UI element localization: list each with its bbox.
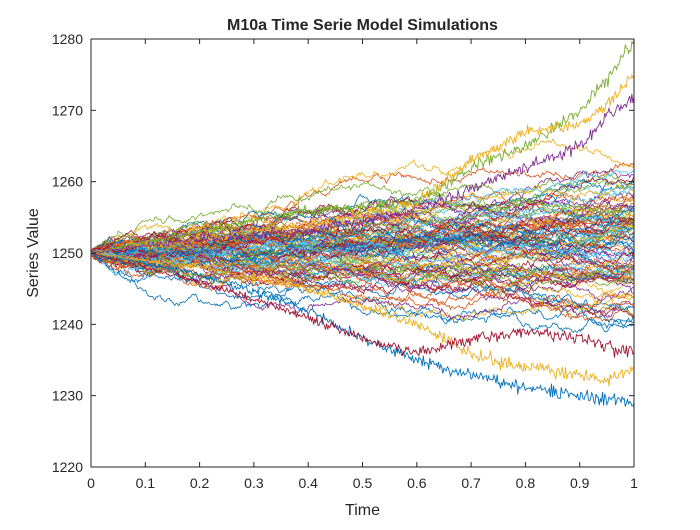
series-line-11 (91, 249, 634, 294)
y-tick-label: 1270 (52, 102, 83, 118)
series-line-29 (91, 249, 634, 330)
series-line-36 (91, 178, 634, 258)
x-tick-label: 0.5 (353, 475, 373, 491)
y-tick-label: 1260 (52, 174, 83, 190)
x-tick-label: 0.7 (461, 475, 481, 491)
series-line-33 (91, 171, 634, 255)
highlighted-series-line-1 (91, 39, 634, 254)
highlighted-series-line-5 (91, 252, 634, 387)
series-line-82 (91, 250, 634, 286)
y-tick-label: 1240 (52, 316, 83, 332)
y-tick-label: 1230 (52, 388, 83, 404)
y-tick-label: 1250 (52, 245, 83, 261)
x-tick-label: 0 (87, 475, 95, 491)
series-line-94 (91, 248, 634, 284)
series-line-90 (91, 227, 634, 281)
series-layer (91, 39, 634, 407)
x-tick-label: 0.2 (190, 475, 210, 491)
y-tick-label: 1280 (52, 31, 83, 47)
x-tick-label: 0.8 (516, 475, 536, 491)
series-line-88 (91, 248, 634, 320)
highlighted-series-line-3 (91, 94, 634, 254)
x-tick-label: 1 (630, 475, 638, 491)
x-tick-label: 0.9 (570, 475, 590, 491)
x-tick-label: 0.1 (136, 475, 156, 491)
x-tick-label: 0.4 (298, 475, 318, 491)
x-tick-label: 0.3 (244, 475, 264, 491)
series-line-68 (91, 179, 634, 255)
series-line-24 (91, 138, 634, 260)
series-line-37 (91, 252, 634, 292)
series-line-92 (91, 222, 634, 271)
series-line-96 (91, 199, 634, 280)
x-axis-label: Time (345, 502, 380, 519)
x-tick-label: 0.6 (407, 475, 427, 491)
series-line-100 (91, 252, 634, 322)
y-axis-label: Series Value (25, 208, 42, 298)
series-line-86 (91, 245, 634, 291)
series-line-71 (91, 227, 634, 265)
chart-title: M10a Time Serie Model Simulations (227, 17, 498, 34)
highlighted-series-line-6 (91, 252, 634, 358)
series-line-95 (91, 244, 634, 301)
series-line-97 (91, 207, 634, 263)
series-line-99 (91, 207, 634, 263)
axes-layer: 0 0.1 0.2 0.3 0.4 0.5 0.6 0.7 0.8 0.9 1 1220 1230 124… (52, 31, 638, 491)
highlighted-series-line-4 (91, 252, 634, 407)
y-tick-label: 1220 (52, 459, 83, 475)
series-line-50 (91, 250, 634, 333)
